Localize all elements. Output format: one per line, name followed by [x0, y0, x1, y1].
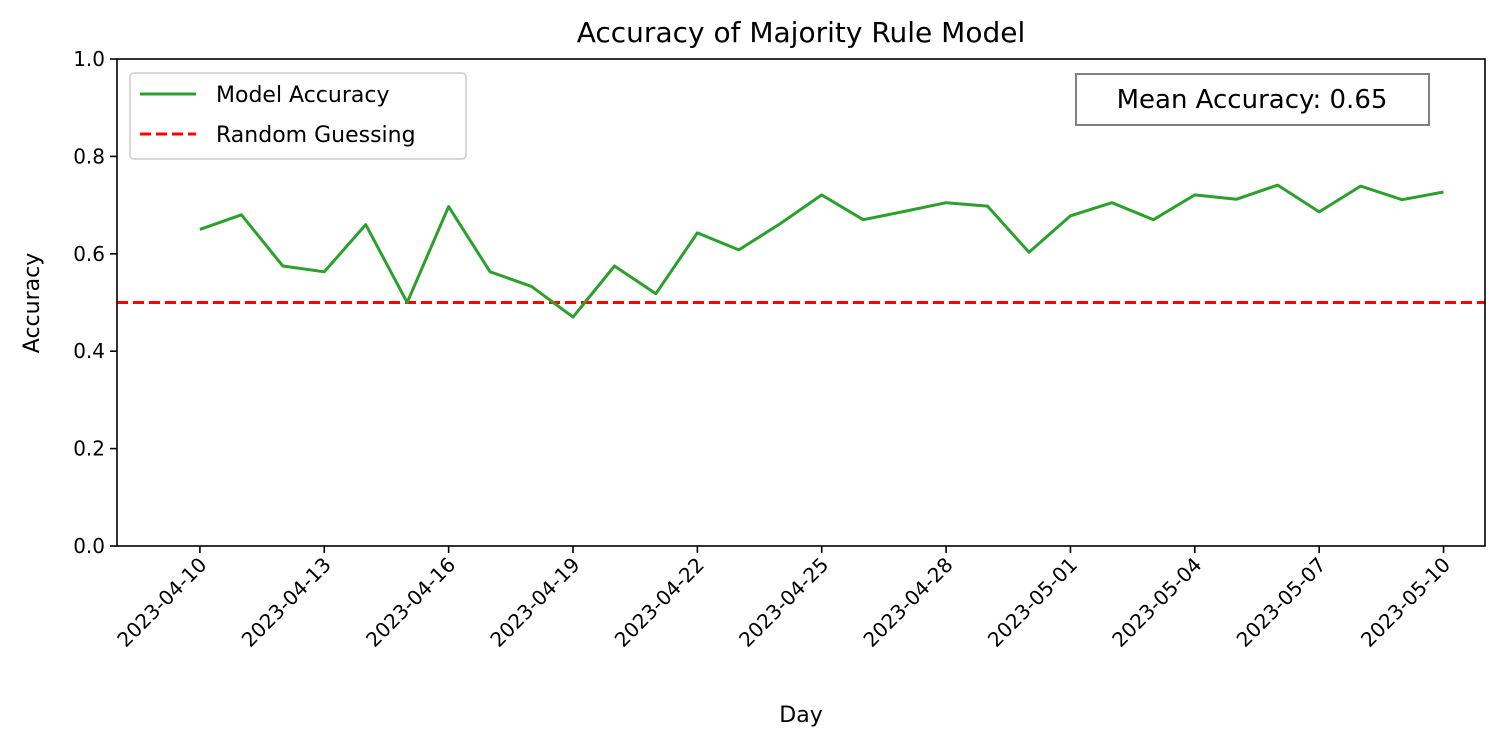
x-axis-label: Day	[779, 703, 822, 728]
model-accuracy-point	[778, 222, 782, 226]
model-accuracy-point	[861, 218, 865, 222]
x-tick-label: 2023-04-16	[361, 553, 460, 652]
y-axis-label: Accuracy	[20, 253, 45, 353]
model-accuracy-point	[1027, 250, 1031, 254]
y-tick-label: 0.4	[73, 339, 105, 363]
y-axis: 0.0 0.2 0.4 0.6 0.8 1.0	[73, 47, 117, 558]
x-tick-label: 2023-04-25	[734, 553, 833, 652]
x-tick-label: 2023-05-01	[983, 553, 1082, 652]
model-accuracy-line	[199, 183, 1444, 319]
model-accuracy-point	[944, 201, 948, 205]
y-tick-label: 0.6	[73, 242, 105, 266]
model-accuracy-point	[571, 315, 575, 319]
model-accuracy-point	[530, 284, 534, 288]
model-accuracy-point	[198, 227, 202, 231]
y-tick-label: 0.2	[73, 437, 105, 461]
y-tick-label: 1.0	[73, 47, 105, 71]
plot-content	[117, 183, 1485, 319]
model-accuracy-point	[1442, 190, 1446, 194]
annotation-text: Mean Accuracy: 0.65	[1117, 85, 1388, 115]
model-accuracy-point	[488, 270, 492, 274]
x-tick-label: 2023-05-04	[1107, 553, 1206, 652]
model-accuracy-point	[364, 223, 368, 227]
model-accuracy-point	[1317, 210, 1321, 214]
x-tick-label: 2023-04-28	[858, 553, 957, 652]
model-accuracy-point	[654, 292, 658, 296]
plot-frame	[116, 58, 1486, 547]
y-tick-label: 0.0	[73, 534, 105, 558]
model-accuracy-point	[1234, 197, 1238, 201]
model-accuracy-point	[737, 248, 741, 252]
model-accuracy-point	[986, 204, 990, 208]
mean-accuracy-annotation: Mean Accuracy: 0.65	[1075, 73, 1430, 126]
model-accuracy-point	[447, 205, 451, 209]
model-accuracy-point	[1400, 198, 1404, 202]
x-tick-label: 2023-04-10	[112, 553, 211, 652]
legend: Model Accuracy Random Guessing	[129, 72, 467, 160]
legend-label-random-guessing: Random Guessing	[216, 123, 416, 148]
legend-box	[129, 72, 467, 160]
legend-label-model-accuracy: Model Accuracy	[216, 83, 390, 108]
x-tick-label: 2023-05-07	[1232, 553, 1331, 652]
model-accuracy-point	[1110, 201, 1114, 205]
model-accuracy-point	[612, 264, 616, 268]
model-accuracy-point	[322, 270, 326, 274]
model-accuracy-point	[1276, 183, 1280, 187]
chart-title: Accuracy of Majority Rule Model	[577, 16, 1026, 49]
x-tick-label: 2023-04-22	[610, 553, 709, 652]
x-tick-label: 2023-04-19	[485, 553, 584, 652]
model-accuracy-point	[903, 209, 907, 213]
model-accuracy-point	[1359, 184, 1363, 188]
y-tick-label: 0.8	[73, 144, 105, 168]
model-accuracy-point	[1068, 214, 1072, 218]
model-accuracy-point	[281, 264, 285, 268]
x-tick-label: 2023-05-10	[1356, 553, 1455, 652]
model-accuracy-point	[1151, 218, 1155, 222]
x-axis: 2023-04-10 2023-04-13 2023-04-16 2023-04-19…	[112, 546, 1455, 652]
x-tick-label: 2023-04-13	[237, 553, 336, 652]
model-accuracy-point	[1193, 193, 1197, 197]
model-accuracy-point	[239, 213, 243, 217]
annotation-box	[1075, 73, 1430, 126]
model-accuracy-point	[820, 193, 824, 197]
model-accuracy-point	[695, 231, 699, 235]
model-accuracy-point	[405, 301, 409, 305]
